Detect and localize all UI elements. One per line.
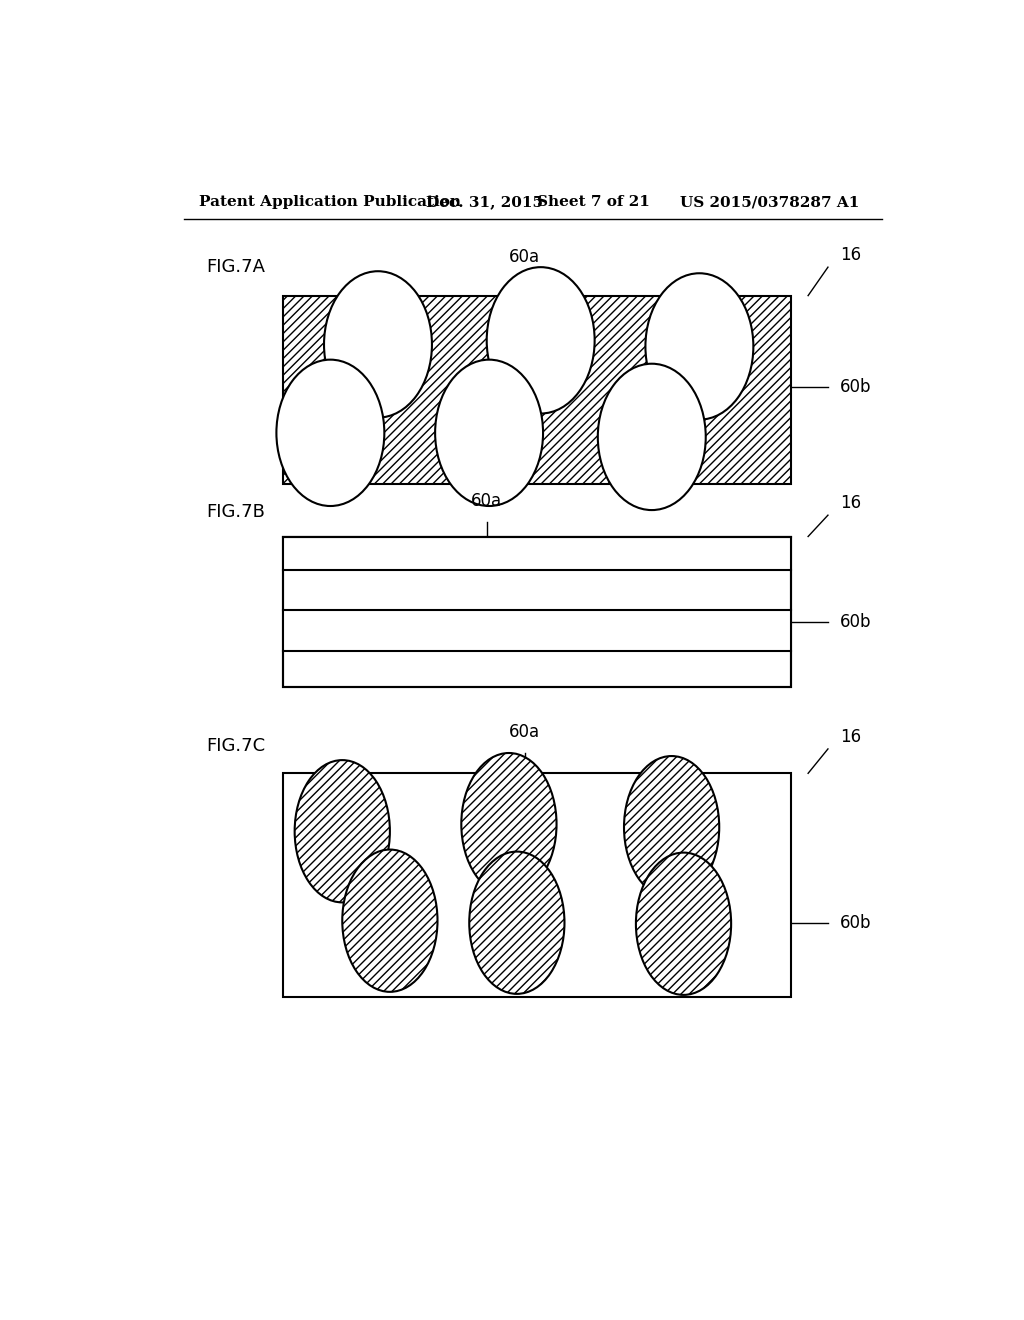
Ellipse shape: [461, 752, 557, 895]
Text: Dec. 31, 2015: Dec. 31, 2015: [426, 195, 543, 209]
Ellipse shape: [469, 851, 564, 994]
Text: 16: 16: [840, 246, 861, 264]
Text: 60b: 60b: [840, 913, 871, 932]
Bar: [283, 610, 791, 651]
Ellipse shape: [645, 273, 754, 420]
Ellipse shape: [598, 364, 706, 510]
Text: 60b: 60b: [840, 612, 871, 631]
Text: 60a: 60a: [471, 492, 502, 510]
Ellipse shape: [636, 853, 731, 995]
Ellipse shape: [276, 359, 384, 506]
Text: 16: 16: [840, 727, 861, 746]
Ellipse shape: [435, 359, 543, 506]
Text: 60a: 60a: [509, 248, 541, 267]
Bar: [283, 536, 791, 570]
Text: FIG.7A: FIG.7A: [206, 259, 265, 276]
Text: FIG.7B: FIG.7B: [206, 503, 264, 521]
Text: FIG.7C: FIG.7C: [206, 737, 265, 755]
Text: 16: 16: [840, 494, 861, 512]
Ellipse shape: [324, 271, 432, 417]
Text: US 2015/0378287 A1: US 2015/0378287 A1: [680, 195, 859, 209]
Ellipse shape: [342, 850, 437, 991]
Text: Patent Application Publication: Patent Application Publication: [200, 195, 462, 209]
Ellipse shape: [624, 756, 719, 899]
Bar: [283, 296, 791, 483]
Bar: [283, 536, 791, 686]
Text: Sheet 7 of 21: Sheet 7 of 21: [537, 195, 649, 209]
Bar: [283, 536, 791, 686]
Bar: [283, 774, 791, 997]
Ellipse shape: [295, 760, 390, 903]
Text: 60a: 60a: [509, 723, 541, 741]
Text: 60b: 60b: [840, 378, 871, 396]
Ellipse shape: [486, 267, 595, 413]
